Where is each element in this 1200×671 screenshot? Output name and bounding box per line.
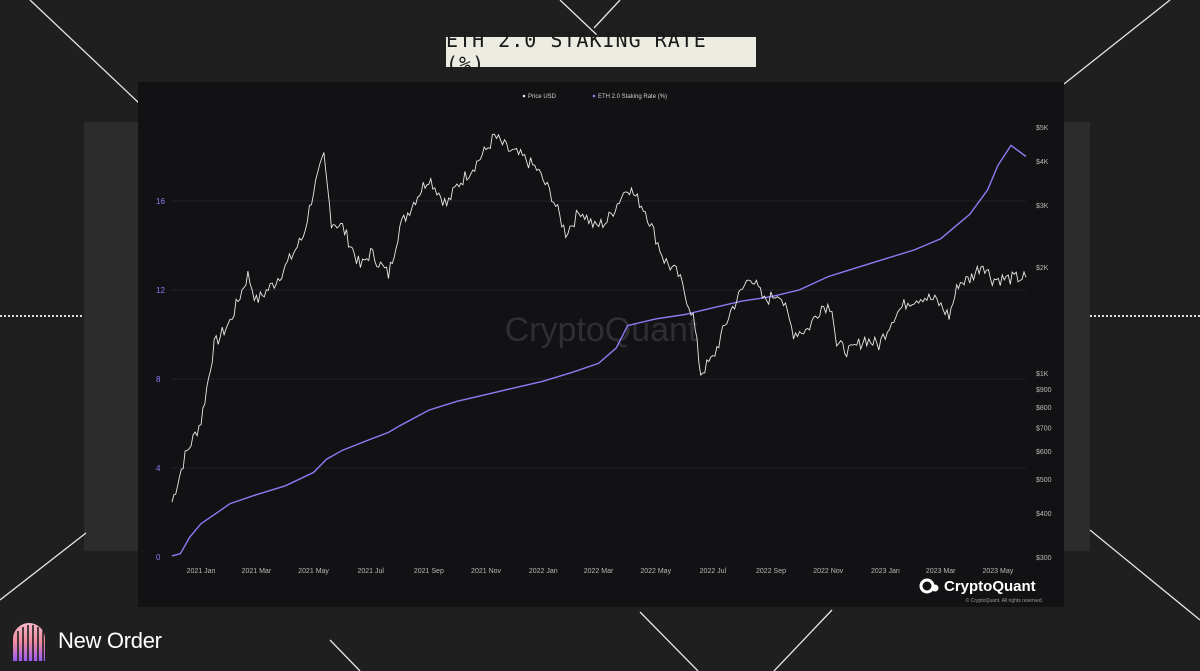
x-axis-tick-label: 2023 May (983, 568, 1014, 575)
right-axis-tick-label: $700 (1036, 425, 1052, 432)
right-axis-tick-label: $3K (1036, 203, 1049, 210)
right-axis-tick-label: $600 (1036, 449, 1052, 456)
left-axis-tick-label: 16 (156, 197, 165, 206)
right-axis-ticks: $300 $400 $500 $600 $700 $800 $900 $1K $2K $3K $4K… (1036, 125, 1052, 562)
x-axis-tick-label: 2021 Sep (414, 568, 444, 575)
left-axis-tick-label: 4 (156, 464, 161, 473)
x-axis-tick-label: 2022 Jul (700, 568, 727, 575)
legend-swatch-staking (592, 94, 596, 98)
right-axis-tick-label: $500 (1036, 477, 1052, 484)
new-order-logo-icon (13, 623, 45, 663)
x-axis-tick-label: 2021 May (298, 568, 329, 575)
right-axis-tick-label: $4K (1036, 159, 1049, 166)
cryptoquant-brand-text: CryptoQuant (944, 578, 1036, 595)
right-axis-tick-label: $1K (1036, 371, 1049, 378)
right-axis-tick-label: $300 (1036, 555, 1052, 562)
right-axis-tick-label: $900 (1036, 387, 1052, 394)
legend-swatch-price (522, 94, 526, 98)
right-axis-tick-label: $400 (1036, 511, 1052, 518)
gridlines (172, 200, 1026, 469)
x-axis-tick-label: 2022 Jan (529, 568, 558, 575)
page-title: ETH 2.0 STAKING RATE (%) (446, 28, 756, 76)
x-axis-tick-label: 2021 Jul (358, 568, 385, 575)
x-axis-tick-label: 2023 Mar (926, 568, 956, 575)
x-axis-tick-label: 2022 Mar (584, 568, 614, 575)
copyright-text: © CryptoQuant. All rights reserved. (966, 597, 1043, 604)
legend-item-price[interactable]: Price USD (528, 94, 557, 100)
x-axis-tick-label: 2021 Mar (242, 568, 272, 575)
right-axis-tick-label: $800 (1036, 405, 1052, 412)
right-axis-tick-label: $5K (1036, 125, 1049, 132)
legend-item-staking[interactable]: ETH 2.0 Staking Rate (%) (598, 94, 667, 100)
legend: Price USD ETH 2.0 Staking Rate (%) (522, 94, 667, 100)
left-axis-ticks: 0 4 8 12 16 (156, 197, 165, 562)
x-axis-tick-label: 2022 Nov (813, 568, 843, 575)
cryptoquant-brand: CryptoQuant © CryptoQuant. All rights re… (919, 578, 1043, 604)
cryptoquant-logo-dot (931, 584, 939, 592)
left-axis-tick-label: 8 (156, 375, 161, 384)
x-axis-tick-label: 2021 Nov (471, 568, 501, 575)
x-axis-tick-label: 2021 Jan (187, 568, 216, 575)
x-axis-tick-label: 2022 May (640, 568, 671, 575)
series-line-price-usd (171, 133, 1027, 503)
series-line-staking-rate (171, 144, 1027, 557)
left-axis-tick-label: 0 (156, 553, 161, 562)
x-axis-ticks: 2021 Jan 2021 Mar 2021 May 2021 Jul 2021 Sep… (187, 568, 1014, 575)
brand-name: New Order (58, 628, 162, 653)
left-axis-tick-label: 12 (156, 286, 165, 295)
right-axis-tick-label: $2K (1036, 265, 1049, 272)
x-axis-tick-label: 2023 Jan (871, 568, 900, 575)
chart-panel: CryptoQuant Price USD ETH 2.0 Staking Ra… (138, 82, 1064, 607)
x-axis-tick-label: 2022 Sep (756, 568, 786, 575)
